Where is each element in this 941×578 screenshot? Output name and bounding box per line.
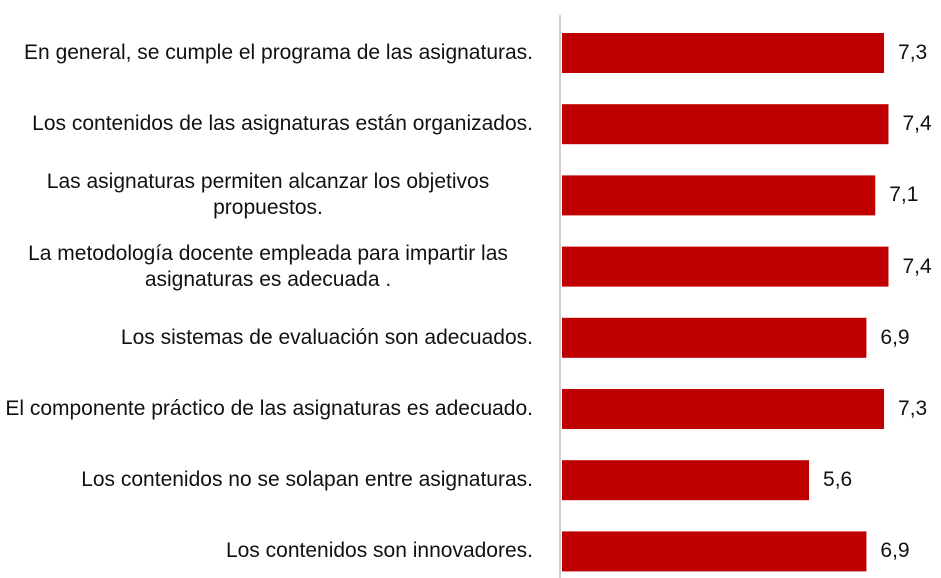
bar: [562, 460, 810, 501]
value-label: 7,3: [898, 397, 928, 420]
value-label: 6,9: [880, 539, 910, 563]
value-label: 7,1: [889, 183, 919, 207]
category-label: La metodología docente empleada para imp…: [28, 241, 508, 291]
bar: [562, 104, 889, 145]
category-label: Los contenidos no se solapan entre asign…: [81, 468, 533, 492]
bar: [562, 531, 867, 572]
bar: [562, 317, 867, 358]
category-label: Los contenidos de las asignaturas están …: [32, 112, 533, 136]
bar: [562, 33, 885, 73]
category-label: Los sistemas de evaluación son adecuados…: [120, 325, 533, 349]
bar: [562, 389, 885, 429]
value-label: 7,4: [902, 254, 932, 278]
bar: [562, 246, 889, 287]
category-label: El componente práctico de las asignatura…: [5, 397, 533, 420]
value-label: 5,6: [823, 468, 853, 492]
category-label: En general, se cumple el programa de las…: [24, 41, 533, 64]
value-label: 7,3: [898, 41, 928, 64]
category-label: Las asignaturas permiten alcanzar los ob…: [46, 170, 490, 220]
value-label: 7,4: [902, 112, 932, 136]
value-label: 6,9: [880, 325, 910, 349]
category-label: Los contenidos son innovadores.: [225, 539, 533, 563]
bar: [562, 175, 876, 216]
